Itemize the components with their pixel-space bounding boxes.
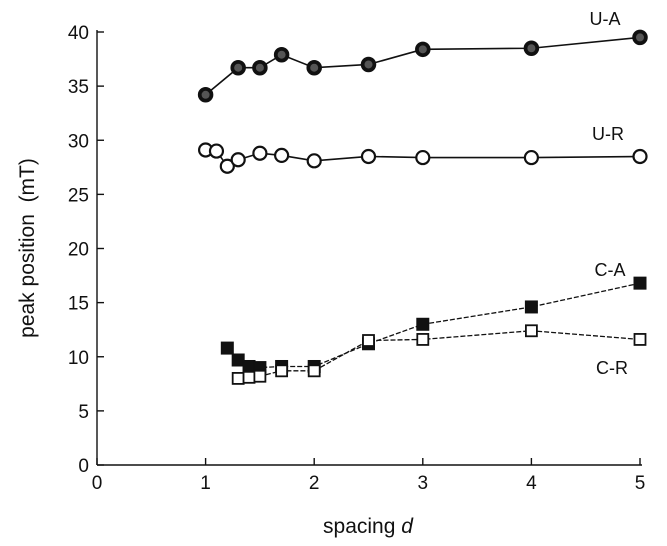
series-label-c-a: C-A (595, 260, 626, 280)
series-line-c-a (226, 282, 641, 369)
data-point (242, 359, 256, 373)
x-axis-variable: d (401, 515, 414, 538)
data-point (416, 317, 430, 331)
data-point (524, 300, 538, 314)
data-point-center (277, 50, 286, 59)
data-point (252, 145, 268, 161)
data-point (219, 158, 235, 174)
y-tick-label: 10 (68, 348, 89, 369)
data-point (416, 333, 430, 346)
axes: 0 5 10 15 20 25 30 35 40 0 1 2 3 4 5 (68, 23, 645, 494)
data-point-center (255, 63, 264, 72)
y-tick-label: 30 (68, 131, 89, 152)
data-point (230, 152, 246, 168)
data-point (231, 371, 245, 385)
series-layer (197, 29, 648, 385)
x-tick-label: 1 (200, 473, 211, 494)
data-point-center (201, 90, 210, 99)
data-point (208, 143, 225, 159)
y-tick-label: 40 (68, 23, 89, 44)
x-tick-label: 5 (635, 473, 646, 494)
data-point (242, 370, 256, 384)
data-point-center (364, 60, 373, 69)
series-c-a (220, 276, 647, 375)
data-point (253, 369, 267, 383)
data-point (415, 149, 431, 166)
data-point (231, 353, 245, 367)
data-point (633, 276, 647, 290)
data-point (632, 148, 648, 165)
data-point (220, 341, 234, 355)
data-point (525, 324, 538, 338)
series-label-c-r: C-R (596, 358, 628, 378)
data-point (633, 333, 647, 346)
data-point (523, 149, 540, 166)
x-tick-label: 0 (92, 473, 103, 494)
series-u-r (198, 142, 648, 174)
y-tick-label: 15 (68, 294, 89, 315)
series-label-u-a: U-A (590, 9, 621, 29)
data-point (307, 364, 321, 378)
y-tick-label: 35 (68, 77, 89, 98)
data-point (362, 334, 375, 347)
x-tick-label: 3 (418, 473, 429, 494)
labels-layer: U-A U-R C-A C-R (590, 9, 629, 378)
series-u-a (197, 29, 648, 103)
data-point (306, 153, 322, 169)
data-point-center (310, 63, 319, 72)
series-line-c-r (238, 330, 641, 380)
series-c-r (231, 324, 647, 385)
data-point (274, 147, 290, 164)
y-axis-title: peak position (mT) (16, 158, 39, 338)
data-point-center (636, 33, 644, 42)
y-tick-label: 5 (78, 402, 89, 423)
x-tick-label: 2 (309, 473, 320, 494)
data-point-center (234, 63, 243, 72)
y-tick-label: 25 (68, 185, 89, 206)
data-point-center (418, 45, 427, 54)
data-point-center (527, 44, 536, 53)
x-tick-label: 4 (526, 473, 537, 494)
data-point (275, 364, 289, 378)
data-point (360, 148, 377, 165)
series-label-u-r: U-R (592, 124, 624, 144)
y-tick-label: 0 (78, 456, 89, 477)
y-tick-label: 20 (68, 240, 89, 261)
x-axis-title: spacing d (323, 515, 414, 538)
